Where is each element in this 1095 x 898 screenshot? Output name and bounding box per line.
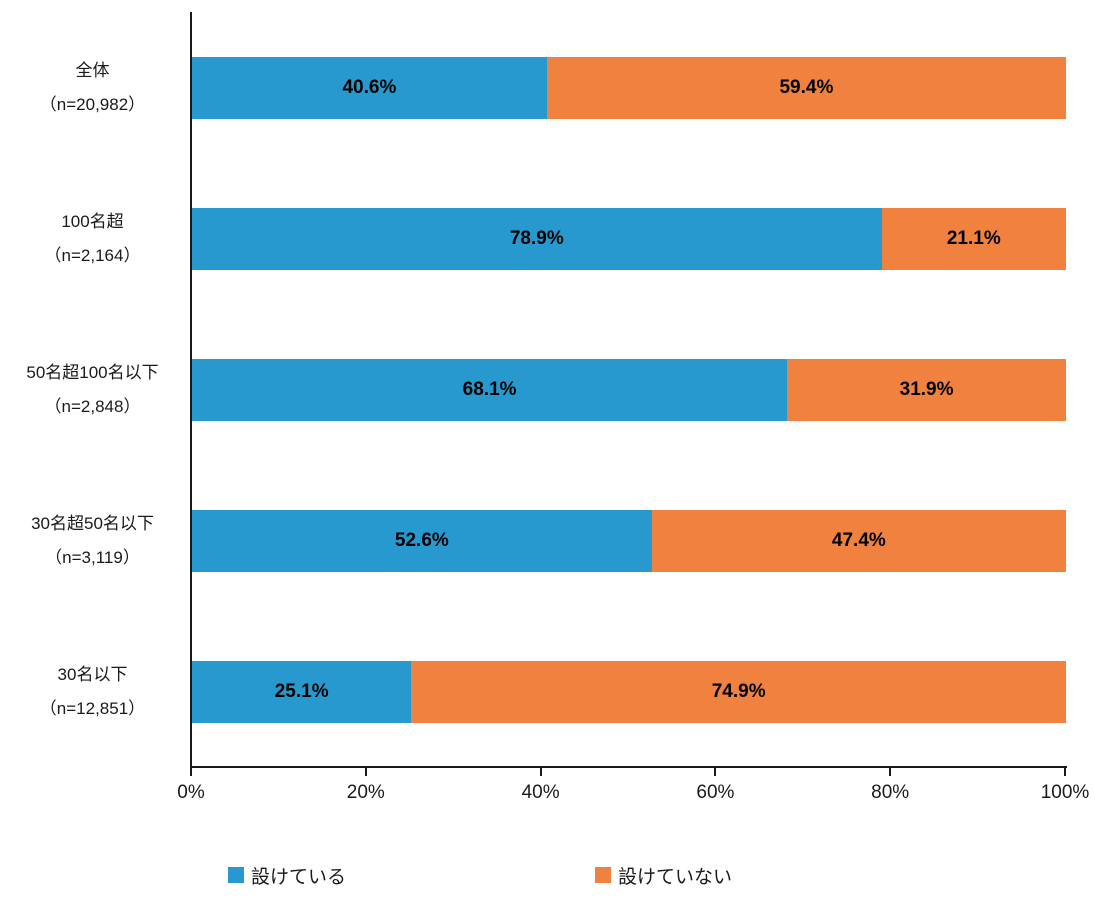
- bar-segment-yes: 40.6%: [192, 56, 547, 119]
- value-label: 52.6%: [394, 530, 449, 552]
- category-name: 30名超50名以下: [31, 514, 154, 534]
- bar-segment-no: 47.4%: [651, 510, 1066, 573]
- value-label: 47.4%: [831, 530, 886, 552]
- bar-segment-yes: 68.1%: [192, 358, 788, 421]
- value-label: 40.6%: [342, 76, 397, 98]
- y-axis-line: [190, 12, 192, 768]
- x-axis-tick-mark: [889, 768, 892, 776]
- category-label: 全体 （n=20,982）: [0, 54, 185, 122]
- value-label: 74.9%: [711, 681, 766, 703]
- x-axis-tick-label: 0%: [177, 782, 205, 803]
- bar-track: 68.1% 31.9%: [192, 358, 1066, 421]
- chart-row: 30名超50名以下 （n=3,119） 52.6% 47.4%: [0, 466, 1066, 617]
- legend-swatch-icon: [228, 867, 244, 883]
- x-axis-tick-mark: [364, 768, 367, 776]
- chart-row: 30名以下 （n=12,851） 25.1% 74.9%: [0, 617, 1066, 768]
- category-name: 100名超: [61, 211, 124, 231]
- bar-segment-no: 59.4%: [546, 56, 1066, 119]
- bar-segment-no: 74.9%: [411, 661, 1066, 724]
- category-n-count: （n=12,851）: [39, 699, 146, 719]
- bar-segment-no: 31.9%: [787, 358, 1066, 421]
- category-name: 全体: [75, 60, 110, 80]
- legend-item-yes: 設けている: [228, 862, 346, 888]
- category-label: 30名以下 （n=12,851）: [0, 658, 185, 726]
- value-label: 68.1%: [462, 378, 517, 400]
- bar-track: 78.9% 21.1%: [192, 207, 1066, 270]
- bar-track: 40.6% 59.4%: [192, 56, 1066, 119]
- x-axis-line: [190, 766, 1067, 768]
- legend-label: 設けていない: [618, 866, 733, 888]
- category-label: 100名超 （n=2,164）: [0, 205, 185, 273]
- x-axis-tick-label: 100%: [1040, 782, 1090, 803]
- legend-item-no: 設けていない: [595, 862, 732, 888]
- x-axis-tick-label: 60%: [696, 782, 735, 803]
- bar-segment-yes: 78.9%: [192, 207, 882, 270]
- chart-row: 50名超100名以下 （n=2,848） 68.1% 31.9%: [0, 314, 1066, 465]
- x-axis-tick-mark: [1064, 768, 1066, 776]
- category-n-count: （n=2,848）: [44, 396, 141, 416]
- legend-label: 設けている: [251, 866, 347, 888]
- category-label: 30名超50名以下 （n=3,119）: [0, 507, 185, 575]
- value-label: 59.4%: [779, 76, 834, 98]
- x-axis-tick-mark: [714, 768, 717, 776]
- value-label: 78.9%: [509, 227, 564, 249]
- x-axis-tick-mark: [190, 768, 192, 776]
- value-label: 25.1%: [274, 681, 329, 703]
- category-n-count: （n=2,164）: [44, 245, 141, 265]
- bar-segment-no: 21.1%: [881, 207, 1066, 270]
- bar-segment-yes: 52.6%: [192, 510, 652, 573]
- value-label: 21.1%: [946, 227, 1001, 249]
- bar-track: 25.1% 74.9%: [192, 661, 1066, 724]
- legend-swatch-icon: [595, 867, 611, 883]
- chart-row: 全体 （n=20,982） 40.6% 59.4%: [0, 12, 1066, 163]
- category-label: 50名超100名以下 （n=2,848）: [0, 356, 185, 424]
- value-label: 31.9%: [899, 378, 954, 400]
- x-axis-tick-mark: [539, 768, 542, 776]
- bar-track: 52.6% 47.4%: [192, 510, 1066, 573]
- x-axis-tick-label: 40%: [521, 782, 560, 803]
- category-name: 30名以下: [57, 665, 128, 685]
- category-n-count: （n=20,982）: [39, 94, 146, 114]
- bar-segment-yes: 25.1%: [192, 661, 412, 724]
- x-axis-tick-label: 80%: [871, 782, 910, 803]
- category-n-count: （n=3,119）: [45, 548, 140, 568]
- x-axis-tick-label: 20%: [346, 782, 385, 803]
- category-name: 50名超100名以下: [26, 362, 159, 382]
- chart-row: 100名超 （n=2,164） 78.9% 21.1%: [0, 163, 1066, 314]
